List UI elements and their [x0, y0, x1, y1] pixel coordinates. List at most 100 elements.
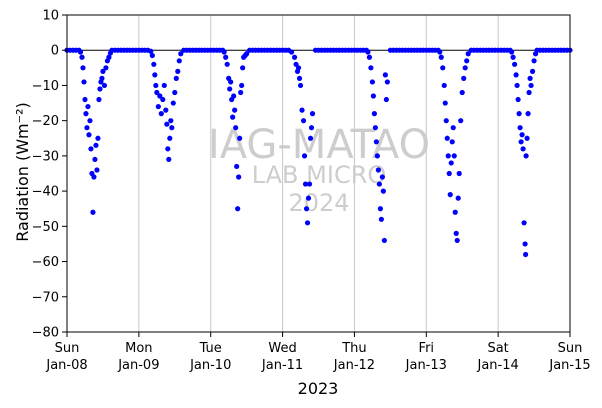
data-point	[381, 237, 387, 244]
data-point	[456, 170, 462, 177]
data-point	[87, 118, 93, 124]
data-point	[370, 93, 376, 99]
data-point	[157, 93, 163, 99]
data-point	[148, 48, 154, 54]
data-point	[227, 86, 233, 92]
data-point	[288, 49, 295, 55]
data-point	[175, 68, 181, 74]
data-point	[167, 135, 173, 141]
y-tick-label: −30	[32, 149, 59, 164]
data-point	[461, 75, 467, 81]
data-point	[163, 107, 169, 113]
data-point	[154, 89, 160, 96]
data-point	[235, 206, 241, 212]
data-point	[77, 49, 84, 55]
watermark-line-1: IAG-MATAO	[208, 122, 430, 168]
data-point	[520, 146, 526, 152]
data-point	[86, 132, 92, 138]
data-point	[305, 195, 312, 201]
y-axis: 10 0 −10 −20 −30 −40 −50 −60 −70 −80	[32, 9, 67, 341]
data-point	[524, 135, 530, 141]
data-point	[291, 54, 298, 60]
data-point	[440, 65, 446, 71]
data-point	[445, 153, 451, 159]
y-tick-label: 10	[42, 9, 59, 24]
data-point	[521, 220, 527, 226]
data-point	[153, 82, 159, 89]
y-tick-label: −60	[32, 255, 59, 270]
data-point	[160, 96, 166, 103]
data-point	[526, 89, 532, 96]
data-point	[449, 139, 455, 145]
data-point	[375, 167, 381, 173]
data-point	[103, 65, 109, 71]
data-point	[301, 153, 308, 159]
data-point	[512, 61, 518, 67]
data-point	[152, 72, 158, 78]
data-point	[516, 111, 522, 117]
data-point	[529, 68, 536, 74]
data-point	[83, 111, 89, 117]
x-tick-label-date: Jan-11	[261, 358, 303, 373]
x-axis-label: 2023	[298, 379, 339, 398]
data-point	[509, 49, 515, 55]
x-tick-label-date: Jan-13	[405, 358, 447, 373]
data-point	[161, 82, 167, 89]
data-point	[172, 89, 178, 96]
x-tick-label-day: Wed	[268, 341, 296, 356]
y-tick-label: −10	[32, 79, 59, 94]
data-point	[519, 132, 525, 138]
data-point	[309, 111, 316, 117]
y-axis-label: Radiation (Wm⁻²)	[13, 102, 32, 241]
data-point	[106, 54, 112, 60]
data-point	[79, 54, 85, 60]
data-point	[176, 58, 182, 64]
data-point	[371, 111, 377, 117]
data-point	[306, 181, 313, 187]
data-point	[237, 135, 243, 141]
data-point	[307, 135, 314, 141]
data-point	[228, 79, 234, 85]
data-point	[441, 82, 447, 89]
data-point	[300, 118, 307, 124]
data-point	[85, 103, 91, 110]
y-tick-label: −50	[32, 220, 59, 235]
data-point	[240, 65, 246, 71]
data-point	[382, 72, 388, 78]
data-point	[513, 72, 519, 78]
data-point	[369, 79, 375, 85]
grid-lines	[138, 15, 499, 332]
data-point	[450, 125, 456, 131]
data-point	[454, 237, 460, 244]
data-point	[372, 125, 378, 131]
data-point	[166, 156, 172, 163]
data-point	[451, 153, 457, 159]
data-point	[100, 68, 106, 74]
data-point	[231, 93, 237, 99]
data-point	[295, 65, 302, 71]
plot-frame	[66, 14, 571, 333]
data-point	[169, 125, 175, 131]
data-points	[64, 47, 573, 258]
data-point	[446, 170, 452, 177]
data-point	[95, 135, 101, 141]
data-point	[442, 100, 448, 106]
data-point	[239, 82, 245, 89]
data-point	[462, 65, 468, 71]
x-tick-label-day: Thu	[341, 341, 366, 356]
data-point	[380, 188, 386, 194]
y-tick-label: −20	[32, 114, 59, 129]
data-point	[514, 82, 520, 89]
data-point	[303, 206, 310, 212]
data-point	[373, 139, 379, 145]
data-point	[522, 251, 529, 258]
x-tick-label-day: Fri	[419, 341, 435, 356]
data-point	[91, 174, 97, 180]
data-point	[528, 82, 534, 89]
watermark: IAG-MATAO LAB MICRO 2024	[208, 122, 430, 217]
data-point	[234, 163, 240, 170]
x-tick-label-day: Mon	[125, 341, 152, 356]
data-point	[92, 156, 98, 163]
data-point	[438, 54, 444, 60]
data-point	[458, 118, 464, 124]
